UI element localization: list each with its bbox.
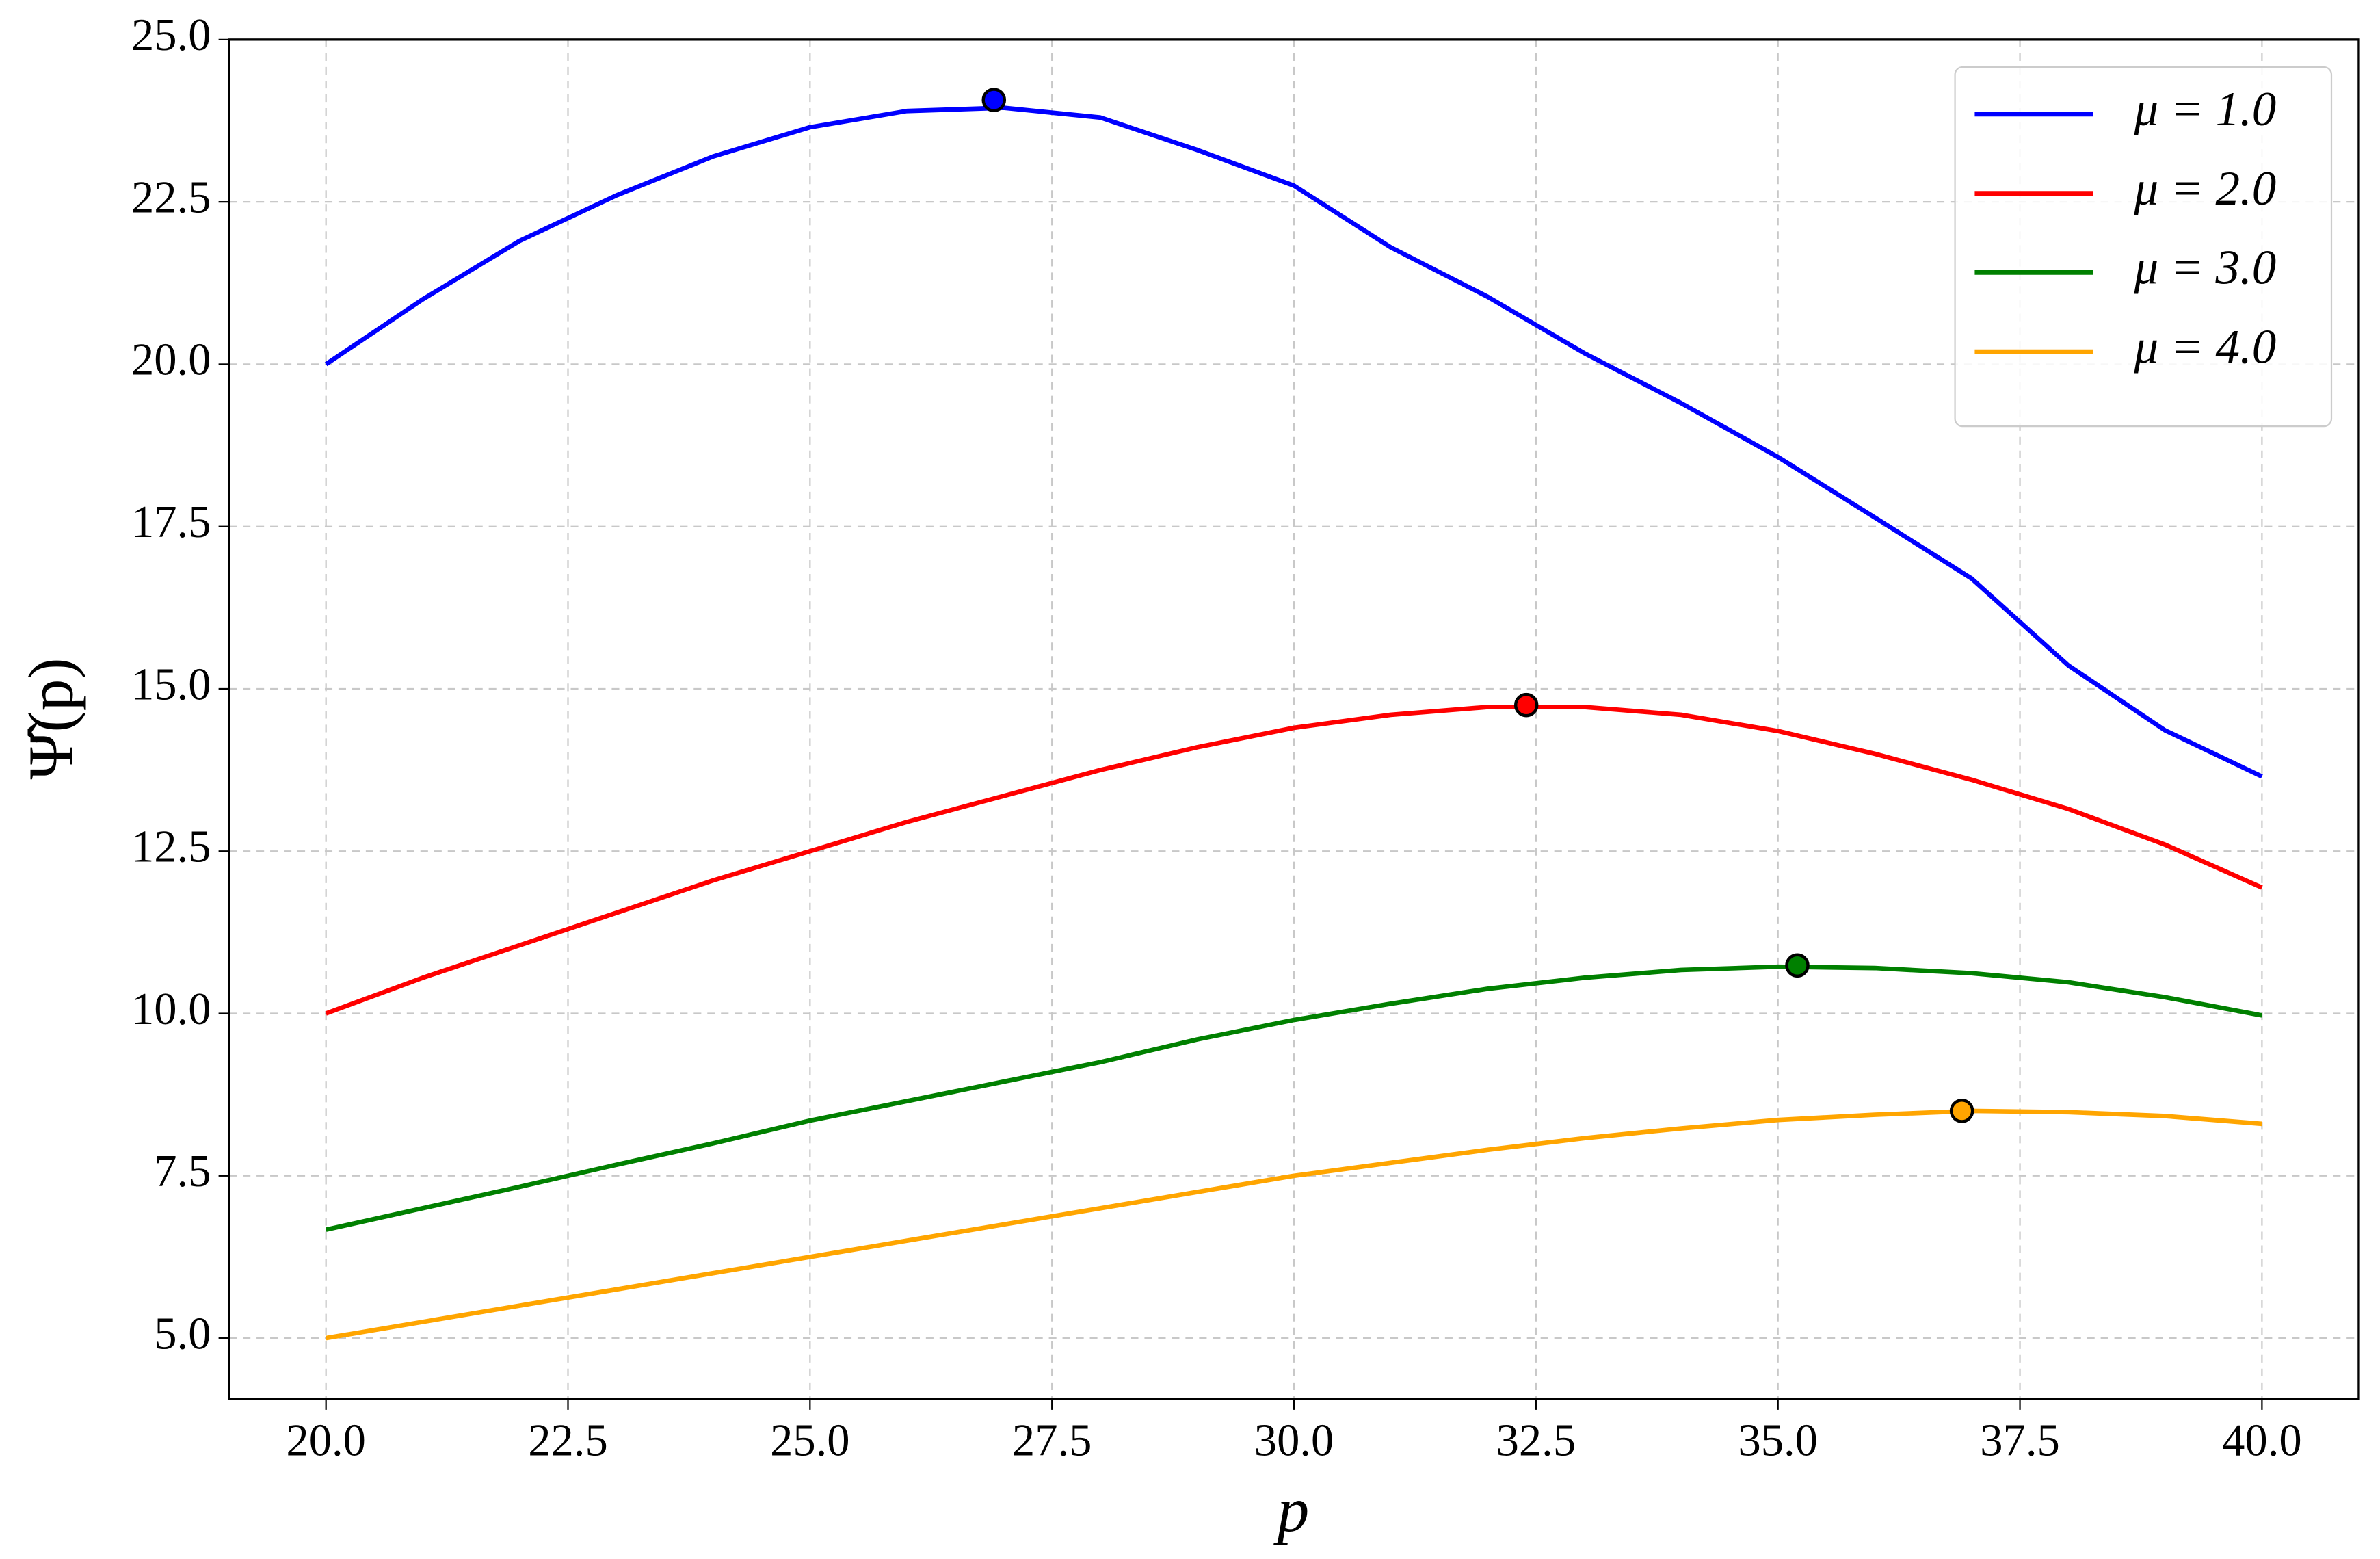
peak-marker (981, 88, 1007, 112)
x-tick-label: 32.5 (1496, 1415, 1576, 1465)
series-line (326, 1108, 2262, 1341)
x-tick-label: 25.0 (770, 1415, 849, 1465)
x-tick-label: 20.0 (286, 1415, 365, 1465)
series-line (325, 964, 2263, 1232)
x-tick-label: 35.0 (1738, 1415, 1817, 1465)
series-line (324, 105, 2263, 779)
x-axis-label: p (1273, 1475, 1310, 1545)
plot-frame (228, 38, 2360, 1400)
legend-label: μ = 1.0 (2133, 83, 2276, 136)
peak-marker (1785, 953, 1810, 978)
legend-box (1954, 66, 2333, 428)
y-tick-label: 12.5 (131, 822, 211, 872)
legend-label: μ = 4.0 (2133, 320, 2276, 374)
series-line (325, 705, 2263, 1016)
y-tick-label: 20.0 (131, 335, 211, 385)
y-tick-label: 25.0 (131, 10, 211, 60)
peak-marker (1949, 1099, 1974, 1123)
legend-label: μ = 2.0 (2133, 162, 2276, 215)
x-tick-label: 22.5 (528, 1415, 607, 1465)
legend-label: μ = 3.0 (2133, 241, 2276, 295)
x-tick-label: 27.5 (1012, 1415, 1092, 1465)
x-tick-label: 30.0 (1254, 1415, 1334, 1465)
y-tick-label: 22.5 (131, 172, 211, 222)
x-tick-label: 37.5 (1980, 1415, 2059, 1465)
y-tick-label: 15.0 (131, 659, 211, 709)
y-axis-label: Ψ̂(p) (16, 658, 87, 780)
x-tick-label: 40.0 (2222, 1415, 2301, 1465)
peak-marker (1513, 692, 1539, 718)
y-tick-label: 10.0 (131, 984, 211, 1034)
y-tick-label: 17.5 (131, 497, 211, 547)
y-tick-label: 7.5 (154, 1147, 211, 1196)
y-tick-label: 5.0 (154, 1309, 211, 1359)
